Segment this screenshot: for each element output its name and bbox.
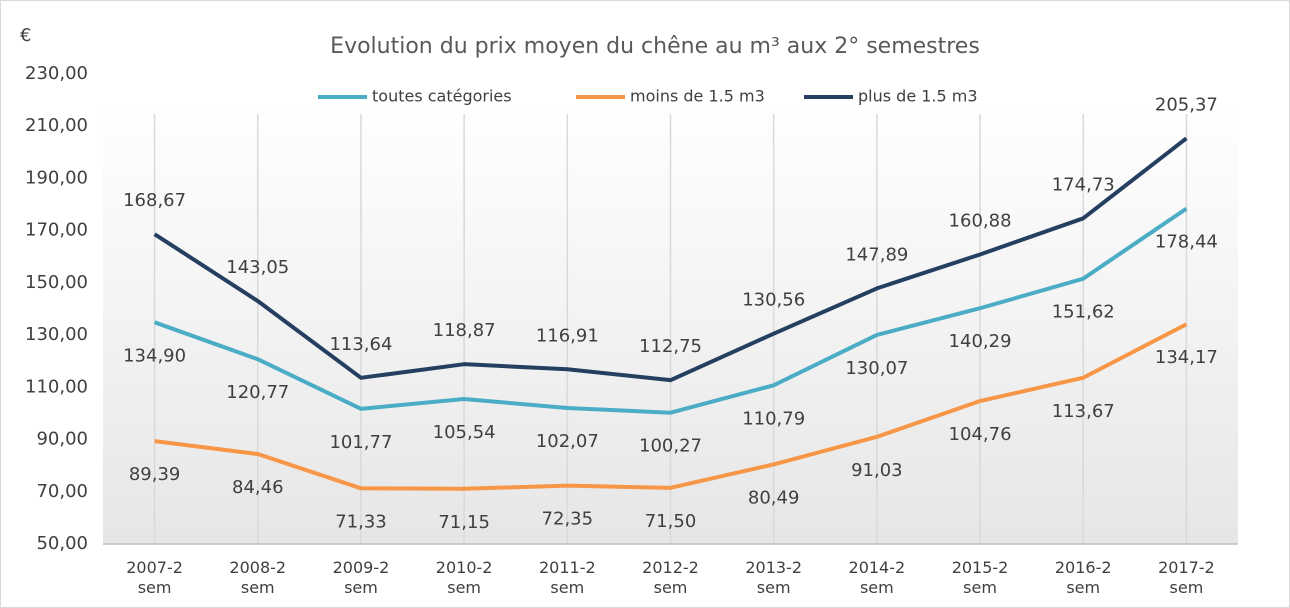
data-label: 101,77: [329, 432, 392, 453]
x-tick-label: 2012-2 sem: [642, 558, 699, 597]
data-label: 120,77: [226, 382, 289, 403]
data-label: 116,91: [536, 325, 599, 346]
x-tick-label: 2010-2 sem: [435, 558, 493, 597]
x-tick-label: 2015-2 sem: [951, 558, 1009, 597]
data-label: 130,56: [742, 290, 805, 311]
x-tick-label: 2016-2 sem: [1054, 558, 1112, 597]
data-label: 102,07: [536, 431, 599, 452]
data-label: 134,90: [123, 345, 186, 366]
data-label: 91,03: [851, 460, 903, 481]
data-label: 134,17: [1155, 347, 1218, 368]
data-label: 100,27: [639, 436, 702, 457]
data-label: 72,35: [542, 509, 594, 530]
data-label: 147,89: [845, 244, 908, 265]
y-tick-label: 130,00: [25, 324, 88, 345]
series-line: [153, 136, 1188, 383]
y-tick-label: 210,00: [25, 115, 88, 136]
data-label: 112,75: [639, 336, 702, 357]
data-label: 205,37: [1155, 94, 1218, 115]
data-label: 71,33: [335, 511, 387, 532]
y-tick-label: 150,00: [25, 272, 88, 293]
data-label: 140,29: [949, 331, 1012, 352]
data-label: 160,88: [949, 210, 1012, 231]
legend-label: moins de 1.5 m3: [630, 87, 765, 106]
data-label: 84,46: [232, 477, 284, 498]
x-tick-label: 2017-2 sem: [1158, 558, 1215, 597]
data-label: 168,67: [123, 190, 186, 211]
x-tick-label: 2013-2 sem: [745, 558, 802, 597]
series-line: [153, 206, 1188, 415]
data-label: 89,39: [129, 464, 181, 485]
y-tick-label: 50,00: [36, 533, 88, 554]
data-label: 71,15: [438, 512, 490, 533]
data-label: 178,44: [1155, 232, 1218, 253]
legend-label: toutes catégories: [372, 87, 512, 106]
data-label: 113,64: [329, 334, 392, 355]
y-tick-label: 190,00: [25, 167, 88, 188]
data-label: 105,54: [433, 422, 496, 443]
data-label: 113,67: [1052, 401, 1115, 422]
chart-title: Evolution du prix moyen du chêne au m³ a…: [330, 34, 980, 59]
y-axis-label: €: [20, 25, 31, 46]
x-tick-label: 2014-2 sem: [848, 558, 906, 597]
x-tick-label: 2007-2 sem: [126, 558, 183, 597]
x-tick-label: 2011-2 sem: [538, 558, 596, 597]
x-tick-label: 2008-2 sem: [229, 558, 287, 597]
data-label: 71,50: [645, 511, 697, 532]
data-label: 118,87: [433, 320, 496, 341]
y-tick-label: 170,00: [25, 220, 88, 241]
data-label: 174,73: [1052, 174, 1115, 195]
x-tick-label: 2009-2 sem: [332, 558, 390, 597]
y-tick-label: 70,00: [36, 481, 88, 502]
series-line: [154, 322, 1188, 491]
y-tick-label: 110,00: [25, 376, 88, 397]
data-label: 143,05: [226, 257, 289, 278]
y-tick-label: 230,00: [25, 63, 88, 84]
legend-label: plus de 1.5 m3: [858, 87, 978, 106]
data-label: 130,07: [845, 358, 908, 379]
data-label: 80,49: [748, 487, 800, 508]
data-label: 151,62: [1052, 302, 1115, 323]
data-label: 104,76: [949, 424, 1012, 445]
y-tick-label: 90,00: [36, 429, 88, 450]
data-label: 110,79: [742, 408, 805, 429]
